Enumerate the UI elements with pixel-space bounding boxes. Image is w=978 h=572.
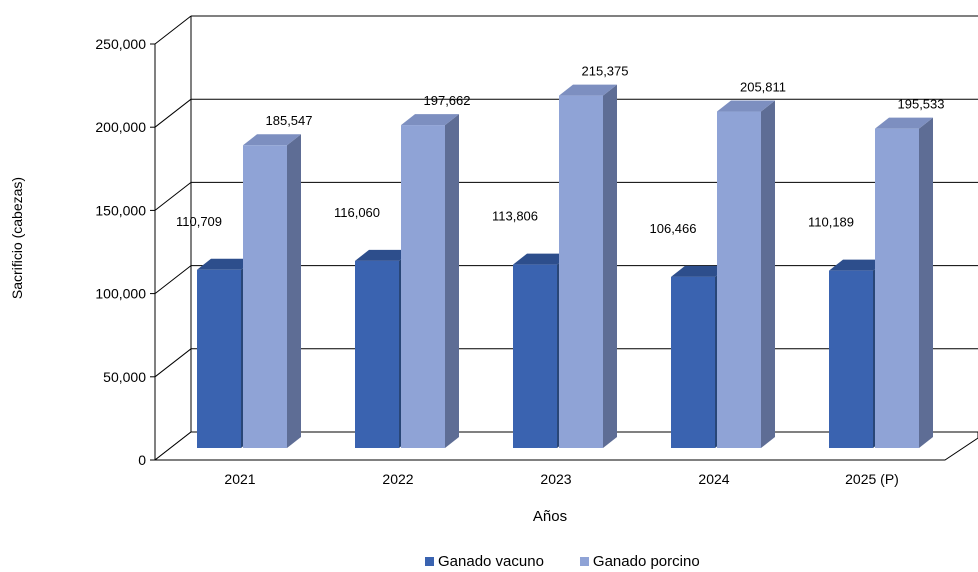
bar-top-1: [243, 134, 301, 146]
data-label-porcino: 185,547: [266, 113, 313, 128]
x-axis-title: Años: [533, 508, 567, 525]
data-label-porcino: 215,375: [582, 64, 629, 79]
y-tick-label: 150,000: [95, 202, 146, 218]
gridline-diagonal: [154, 265, 192, 294]
y-tick-label: 200,000: [95, 119, 146, 135]
bar-vacuno: [671, 276, 715, 448]
y-tick-label: 250,000: [95, 36, 146, 52]
y-tick-label: 50,000: [103, 369, 146, 385]
bar-vacuno: [197, 269, 241, 448]
data-label-vacuno: 113,806: [492, 209, 538, 224]
data-label-porcino: 205,811: [740, 80, 786, 95]
bar-top-0: [197, 258, 255, 270]
gridline-diagonal: [154, 182, 192, 211]
y-tick-label: 0: [138, 452, 146, 468]
bar-porcino: [559, 95, 603, 448]
data-label-vacuno: 116,060: [334, 205, 380, 220]
bar-porcino: [401, 125, 445, 449]
x-tick-label: 2022: [382, 471, 413, 487]
bar-vacuno: [513, 264, 557, 448]
gridline-diagonal: [154, 15, 192, 45]
bar-porcino: [875, 128, 919, 448]
legend-swatch-vacuno: [425, 557, 434, 566]
data-label-vacuno: 106,466: [650, 221, 697, 236]
bar-side-1: [761, 100, 775, 449]
bar-top-0: [513, 253, 571, 265]
data-label-vacuno: 110,189: [808, 215, 854, 230]
data-label-vacuno: 110,709: [176, 214, 222, 229]
legend: Ganado vacuno Ganado porcino: [425, 553, 700, 570]
bar-side-1: [919, 117, 933, 448]
bar-top-0: [829, 259, 887, 271]
legend-label-porcino: Ganado porcino: [592, 553, 700, 570]
data-label-porcino: 197,662: [424, 93, 471, 108]
bar-side-1: [445, 114, 459, 449]
bar-top-1: [401, 114, 459, 126]
bar-top-0: [355, 249, 413, 261]
gridline-diagonal: [154, 98, 192, 128]
legend-item-vacuno: Ganado vacuno: [425, 553, 544, 570]
legend-label-vacuno: Ganado vacuno: [438, 553, 544, 570]
bar-top-1: [717, 100, 775, 112]
bar-side-1: [287, 134, 301, 448]
data-label-porcino: 195,533: [898, 97, 945, 112]
bar-vacuno: [829, 270, 873, 448]
x-tick-label: 2023: [540, 471, 571, 487]
bar-side-1: [603, 84, 617, 448]
bar-vacuno: [355, 260, 399, 448]
bar-top-0: [671, 265, 729, 277]
x-tick-label: 2025 (P): [845, 471, 899, 487]
bar-top-1: [559, 84, 617, 96]
legend-item-porcino: Ganado porcino: [579, 553, 700, 570]
bar-porcino: [717, 111, 761, 449]
bar-porcino: [243, 145, 287, 448]
x-tick-label: 2021: [224, 471, 255, 487]
bar-top-1: [875, 117, 933, 129]
x-tick-label: 2024: [698, 471, 729, 487]
y-tick-label: 100,000: [95, 286, 146, 302]
gridline-diagonal: [154, 348, 192, 378]
y-axis-title: Sacrificio (cabezas): [9, 177, 25, 299]
legend-swatch-porcino: [579, 557, 589, 566]
